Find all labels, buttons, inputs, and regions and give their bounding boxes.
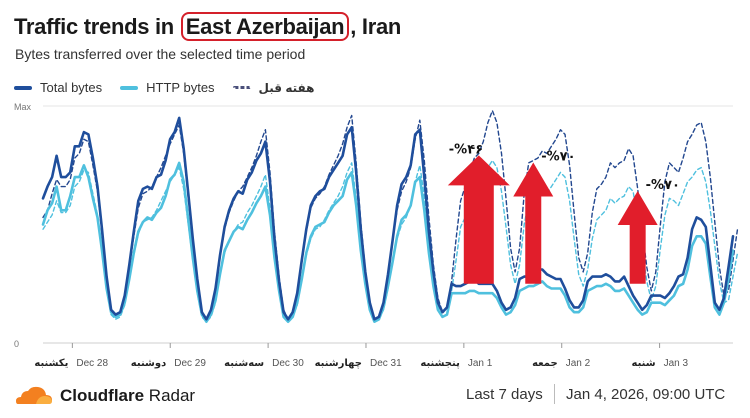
x-tick-label-date: Dec 28 — [76, 358, 108, 369]
x-tick-label-weekday: سه‌شنبه — [224, 358, 264, 369]
title-prefix: Traffic trends in — [14, 14, 180, 39]
y-tick-label: 0 — [14, 339, 19, 349]
x-tick-label-weekday: دوشنبه — [131, 358, 166, 369]
legend-swatch-total — [14, 85, 32, 90]
x-tick-label-date: Dec 31 — [370, 358, 402, 369]
legend-swatch-http — [120, 85, 139, 90]
brand-name: Cloudflare Radar — [60, 386, 195, 406]
cloudflare-logo-icon — [16, 386, 52, 404]
x-tick-label-date: Dec 29 — [174, 358, 206, 369]
title-highlight-region: East Azerbaijan — [180, 12, 350, 41]
y-tick-label: Max — [14, 102, 32, 112]
legend-item-previous-week[interactable]: هفته قبل — [232, 80, 315, 95]
legend-item-http[interactable]: HTTP bytes — [120, 80, 215, 95]
legend-swatch-previous-week — [232, 86, 251, 89]
x-tick-label-date: Jan 3 — [664, 358, 689, 369]
chart-legend: Total bytes HTTP bytes هفته قبل — [14, 80, 332, 95]
legend-label-total: Total bytes — [40, 80, 103, 95]
time-range-label[interactable]: Last 7 days — [466, 386, 543, 403]
brand-rest: Radar — [144, 386, 196, 405]
timestamp-label: Jan 4, 2026, 09:00 UTC — [566, 386, 726, 403]
x-tick-label-date: Jan 1 — [468, 358, 493, 369]
legend-label-previous-week: هفته قبل — [258, 80, 315, 95]
x-tick-label-date: Dec 30 — [272, 358, 304, 369]
legend-item-total[interactable]: Total bytes — [14, 80, 102, 95]
chart-subtitle: Bytes transferred over the selected time… — [15, 46, 306, 62]
page-title: Traffic trends in East Azerbaijan, Iran — [14, 12, 402, 41]
x-tick-label-weekday: چهارشنبه — [315, 358, 362, 369]
drop-annotation-2: -%۷۰ — [646, 178, 680, 193]
red-arrow-2 — [617, 190, 658, 284]
x-tick-label-weekday: شنبه — [632, 358, 656, 369]
red-arrow-0 — [447, 155, 510, 284]
drop-annotation-1: -%۷۰ — [541, 150, 575, 165]
x-tick-label-weekday: پنجشنبه — [420, 358, 460, 369]
x-tick-label-weekday: یکشنبه — [34, 358, 68, 369]
brand-bold: Cloudflare — [60, 386, 145, 405]
traffic-chart: 0 Max یکشنبه Dec 28 دوشنبه Dec 29 سه‌شنبه Dec 3… — [14, 102, 739, 369]
red-arrow-1 — [513, 162, 554, 284]
series-line-0 — [41, 116, 735, 321]
x-tick-label-date: Jan 2 — [566, 358, 591, 369]
legend-label-http: HTTP bytes — [146, 80, 215, 95]
series-line-1 — [41, 161, 735, 323]
title-suffix: , Iran — [350, 14, 402, 39]
x-tick-label-weekday: جمعه — [532, 358, 558, 369]
footer: Cloudflare Radar Last 7 days Jan 4, 2026… — [0, 378, 750, 414]
footer-divider — [554, 384, 555, 404]
drop-annotation-0: -%۴۶ — [449, 142, 483, 157]
